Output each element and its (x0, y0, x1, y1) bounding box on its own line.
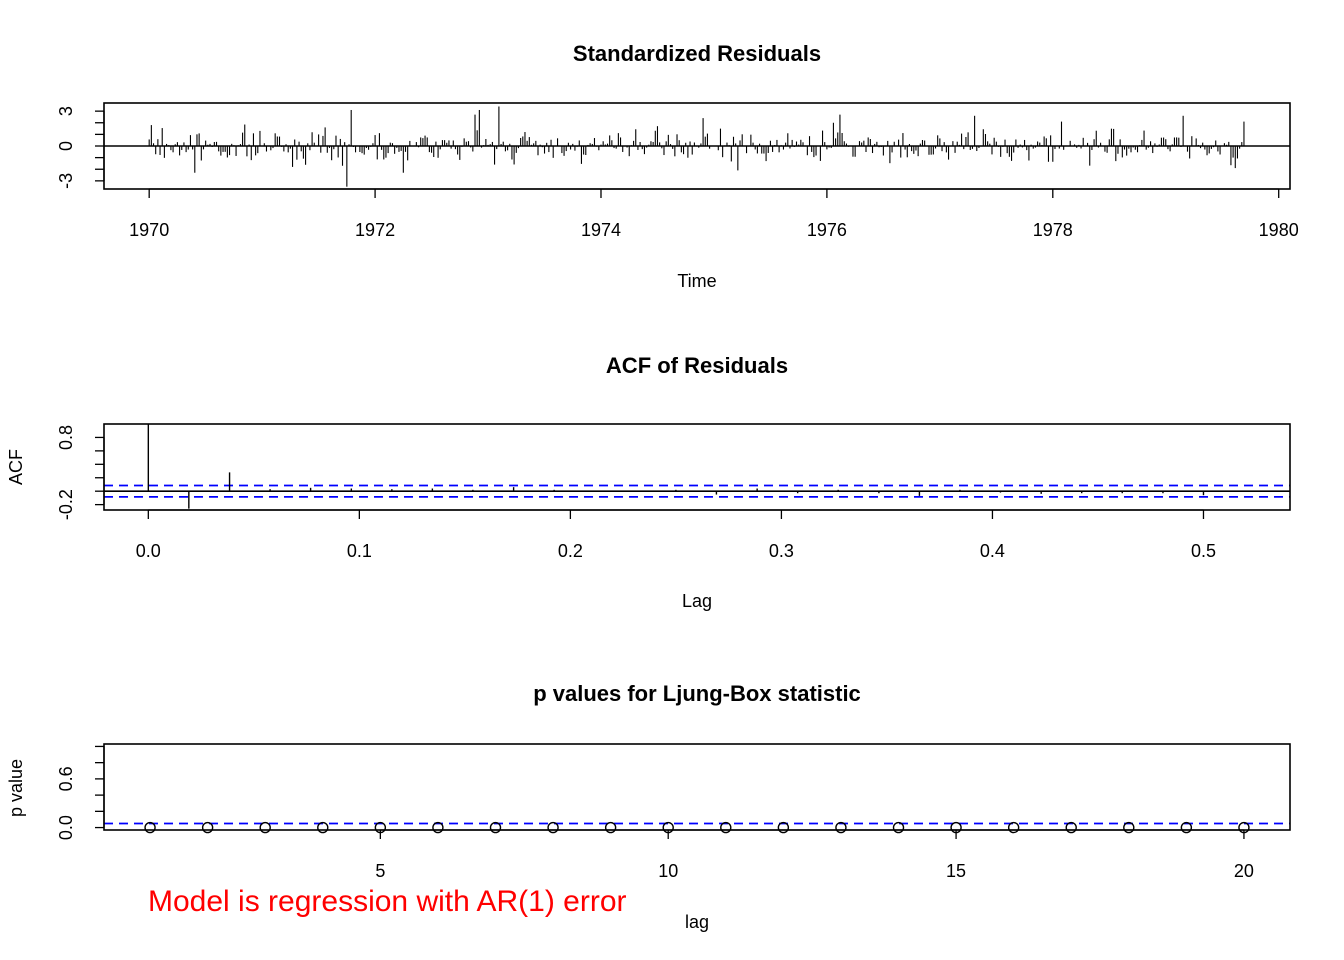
residuals-plot-frame (103, 102, 1291, 190)
ljung-box-point (374, 821, 387, 834)
ljung-box-xtick-label: 15 (946, 861, 966, 881)
ljung-box-point (317, 821, 329, 834)
ljung-box-panel: p values for Ljung-Box statistic lag p v… (6, 681, 1291, 932)
acf-ylabel: ACF (6, 449, 26, 485)
ljung-box-point (1238, 821, 1250, 834)
residuals-xlabel: Time (677, 271, 716, 291)
residuals-xtick-label: 1980 (1259, 220, 1299, 240)
ljung-box-point (835, 821, 847, 834)
acf-title: ACF of Residuals (606, 353, 788, 378)
ljung-box-ytick-label: 0.0 (56, 815, 76, 840)
ljung-box-point (144, 821, 156, 834)
ljung-box-xtick-label: 5 (375, 861, 385, 881)
residuals-ytick-label: -3 (56, 173, 76, 189)
acf-xtick-label: 0.0 (136, 541, 161, 561)
ljung-box-xtick-label: 20 (1234, 861, 1254, 881)
acf-xtick-label: 0.1 (347, 541, 372, 561)
acf-xtick-label: 0.5 (1191, 541, 1216, 561)
ljung-box-point (489, 821, 502, 834)
acf-xlabel: Lag (682, 591, 712, 611)
ljung-box-ytick-label: 0.6 (56, 766, 76, 791)
residuals-ytick-label: 3 (56, 106, 76, 116)
residuals-xtick-label: 1974 (581, 220, 621, 240)
ljung-box-point (662, 821, 674, 834)
residuals-xtick-label: 1978 (1033, 220, 1073, 240)
residuals-title: Standardized Residuals (573, 41, 821, 66)
ljung-box-point (720, 821, 732, 834)
ljung-box-ylabel: p value (6, 759, 26, 817)
ljung-box-plot-frame (103, 743, 1291, 831)
acf-panel: ACF of Residuals Lag ACF 0.0 0.1 0.2 0.3 0.4… (6, 353, 1291, 611)
residuals-xtick-label: 1972 (355, 220, 395, 240)
ljung-box-point (1180, 821, 1193, 834)
residuals-xtick-label: 1976 (807, 220, 847, 240)
acf-xtick-label: 0.4 (980, 541, 1005, 561)
ljung-box-point (432, 821, 444, 834)
acf-plot-frame (103, 423, 1291, 511)
ljung-box-point (259, 821, 271, 834)
acf-ytick-label: -0.2 (56, 489, 76, 520)
ljung-box-point (1123, 821, 1135, 834)
acf-xtick-label: 0.2 (558, 541, 583, 561)
ljung-box-point (604, 821, 617, 834)
ljung-box-point (892, 821, 905, 834)
acf-ytick-label: 0.8 (56, 425, 76, 450)
residuals-xtick-label: 1970 (129, 220, 169, 240)
ljung-box-xtick-label: 10 (658, 861, 678, 881)
acf-xtick-label: 0.3 (769, 541, 794, 561)
residuals-ytick-label: 0 (56, 141, 76, 151)
ljung-box-point (950, 821, 962, 834)
ljung-box-point (547, 821, 559, 834)
ljung-box-point (1065, 821, 1077, 834)
ljung-box-xlabel: lag (685, 912, 709, 932)
ljung-box-point (1007, 821, 1020, 834)
ljung-box-point (201, 821, 214, 834)
ljung-box-title: p values for Ljung-Box statistic (533, 681, 861, 706)
ljung-box-point (777, 821, 790, 834)
model-note: Model is regression with AR(1) error (148, 885, 627, 918)
residuals-panel: Standardized Residuals Time 1970 1972 1974… (56, 41, 1299, 291)
